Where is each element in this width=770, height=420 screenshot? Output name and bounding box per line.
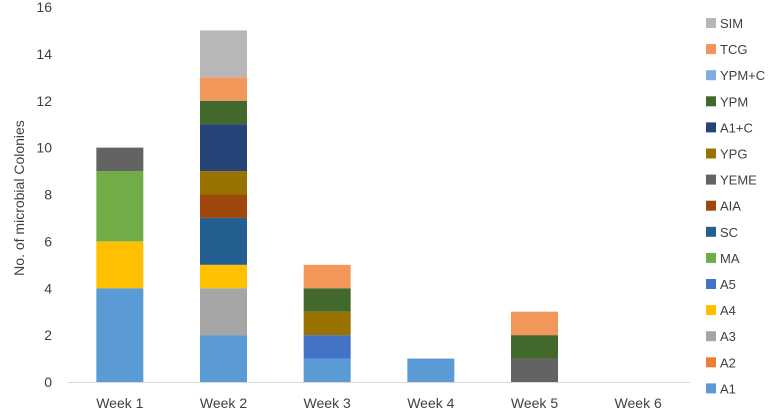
legend-label: A3 <box>720 329 736 344</box>
legend-item: SIM <box>706 16 743 31</box>
bar-segment-ypg <box>303 311 351 336</box>
bar-segment-a1 <box>200 335 247 382</box>
x-tick-label: Week 4 <box>407 395 454 411</box>
bar-stacks <box>96 30 558 382</box>
bar-segment-a1-plusc <box>200 124 247 172</box>
bar-segment-sc <box>200 217 247 265</box>
y-tick-label: 6 <box>44 233 52 249</box>
legend-swatch <box>706 174 716 185</box>
bar-segment-a1 <box>407 358 455 382</box>
y-tick-label: 16 <box>36 0 52 15</box>
legend-item: YPG <box>706 147 747 162</box>
legend-label: MA <box>720 251 740 266</box>
bar-segment-sim <box>200 30 247 78</box>
y-tick-label: 12 <box>36 93 52 109</box>
legend-swatch <box>706 383 716 394</box>
legend-swatch <box>706 122 716 133</box>
legend: SIM TCG YPM+C YPM A1+C YPG YEME AIA SC MA A5 A4 A3 A2… <box>706 16 765 396</box>
bar-segment-tcg <box>303 264 351 289</box>
bar-segment-ypm <box>511 335 558 359</box>
bar-segment-a4 <box>200 264 247 289</box>
legend-item: SC <box>706 225 738 240</box>
legend-swatch <box>706 279 716 289</box>
legend-swatch <box>706 18 716 28</box>
legend-swatch <box>706 331 716 342</box>
bar-segment-ma <box>96 171 144 242</box>
bar-segment-aia <box>200 194 247 218</box>
y-tick-label: 0 <box>44 374 52 390</box>
legend-swatch <box>706 305 716 316</box>
legend-item: A5 <box>706 277 736 292</box>
legend-label: A1 <box>720 381 736 396</box>
legend-item: A1 <box>706 381 736 396</box>
legend-label: TCG <box>720 42 747 57</box>
legend-label: A5 <box>720 277 736 292</box>
legend-item: YPM <box>706 94 748 109</box>
legend-label: SIM <box>720 16 743 31</box>
y-tick-label: 4 <box>44 280 52 296</box>
bar-segment-a5 <box>303 335 351 359</box>
bar-segment-tcg <box>511 311 558 336</box>
legend-item: AIA <box>706 199 741 214</box>
legend-swatch <box>706 252 716 263</box>
bar-segment-a3 <box>200 288 247 336</box>
legend-swatch <box>706 44 716 55</box>
legend-swatch <box>706 357 716 368</box>
legend-item: A1+C <box>706 120 753 135</box>
y-axis-title: No. of microbial Colonies <box>11 120 27 276</box>
y-tick-label: 10 <box>36 140 52 156</box>
x-tick-label: Week 6 <box>615 395 662 411</box>
legend-swatch <box>706 70 716 81</box>
legend-item: YPM+C <box>706 68 765 83</box>
x-tick-label: Week 3 <box>304 395 351 411</box>
x-tick-label: Week 1 <box>96 395 143 411</box>
bar-segment-ypm <box>303 288 351 312</box>
legend-label: YPM+C <box>720 68 765 83</box>
legend-item: TCG <box>706 42 747 57</box>
legend-item: A3 <box>706 329 736 344</box>
x-axis-ticks: Week 1 Week 2 Week 3 Week 4 Week 5 Week 6 <box>96 395 662 411</box>
bar-segment-tcg <box>200 77 247 101</box>
bar-segment-a1 <box>96 288 144 382</box>
bar-segment-ypm <box>200 100 247 125</box>
legend-item: YEME <box>706 173 757 188</box>
legend-label: YEME <box>720 173 757 188</box>
bar-segment-a1 <box>303 358 351 382</box>
legend-label: A4 <box>720 303 736 318</box>
legend-swatch <box>706 96 716 107</box>
legend-label: YPG <box>720 147 747 162</box>
legend-item: MA <box>706 251 740 266</box>
legend-label: YPM <box>720 94 748 109</box>
legend-label: A2 <box>720 355 736 370</box>
y-axis-ticks: 0 2 4 6 8 10 12 14 16 <box>36 0 52 390</box>
bar-segment-ypg <box>200 171 247 195</box>
bar-segment-yeme <box>511 358 558 382</box>
legend-label: AIA <box>720 199 741 214</box>
legend-label: SC <box>720 225 738 240</box>
legend-label: A1+C <box>720 120 753 135</box>
x-tick-label: Week 5 <box>511 395 558 411</box>
legend-swatch <box>706 148 716 159</box>
y-tick-label: 2 <box>44 327 52 343</box>
legend-swatch <box>706 226 716 237</box>
legend-item: A2 <box>706 355 736 370</box>
legend-swatch <box>706 200 716 211</box>
bar-segment-yeme <box>96 147 144 172</box>
y-tick-label: 8 <box>44 187 52 203</box>
bar-segment-a4 <box>96 241 144 289</box>
x-tick-label: Week 2 <box>200 395 247 411</box>
legend-item: A4 <box>706 303 736 318</box>
y-tick-label: 14 <box>36 46 52 62</box>
